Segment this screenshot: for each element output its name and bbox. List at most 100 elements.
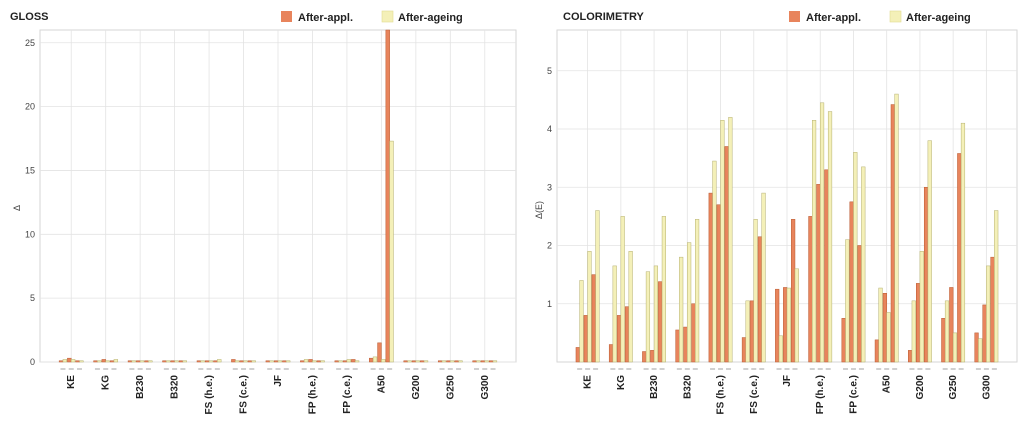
bar-after-ageing (944, 300, 950, 363)
x-category-label: B230 (135, 375, 146, 399)
bar-after-appl (741, 337, 747, 363)
bar-after-ageing (687, 242, 692, 363)
bar-after-ageing (587, 251, 592, 363)
bar-after-appl (982, 304, 987, 363)
x-category-label: G200 (411, 375, 422, 400)
bar-after-ageing (492, 360, 498, 363)
y-tick-label: 10 (25, 229, 35, 239)
bar-after-ageing (303, 359, 309, 363)
bar-after-ageing (97, 360, 102, 363)
legend: After-appl. After-ageing (789, 10, 971, 24)
bar-after-appl (480, 360, 486, 363)
bar-after-ageing (235, 360, 240, 363)
x-category-label: FS (h.e.) (716, 375, 727, 414)
x-category-label: JF (782, 375, 793, 387)
bar-after-appl (708, 192, 713, 363)
bar-after-appl (109, 360, 115, 363)
bar-after-ageing (853, 152, 858, 363)
bar-after-appl (316, 360, 321, 363)
bar-after-appl (890, 104, 895, 363)
colorimetry-chart: COLORIMETRY After-appl. After-ageing 1 2 3 4 5 Δ… (534, 10, 1018, 414)
legend-swatch-after-ageing (889, 10, 902, 23)
x-category-label: FS (c.e.) (749, 375, 760, 414)
bar-after-appl (351, 359, 356, 363)
gloss-chart: GLOSS After-appl. After-ageing 0 5 10 15 20 25 Δ K… (10, 10, 517, 414)
bar-after-appl (716, 204, 721, 363)
bar-after-ageing (994, 210, 999, 363)
bar-after-appl (583, 315, 588, 363)
bar-after-ageing (894, 93, 899, 363)
bar-after-appl (334, 360, 339, 363)
bar-after-ageing (312, 360, 317, 363)
bar-after-appl (923, 187, 929, 363)
bar-after-appl (591, 274, 596, 363)
bar-after-ageing (960, 122, 966, 363)
bar-after-ageing (661, 216, 666, 363)
bar-after-appl (658, 281, 663, 363)
bar-after-appl (196, 360, 202, 363)
bar-after-ageing (695, 219, 700, 363)
y-tick-label: 15 (25, 165, 35, 175)
y-tick-label: 3 (547, 182, 552, 192)
bar-after-appl (824, 169, 829, 363)
bar-after-appl (608, 344, 614, 363)
y-tick-label: 25 (25, 38, 35, 48)
chart-title: COLORIMETRY (563, 11, 645, 23)
bar-after-appl (446, 360, 451, 363)
bar-after-ageing (653, 265, 658, 363)
bar-after-ageing (794, 268, 799, 363)
bar-after-appl (58, 360, 64, 363)
legend-swatch-after-appl (789, 11, 800, 22)
bar-after-ageing (745, 300, 750, 363)
bar-after-ageing (679, 256, 684, 363)
bar-after-appl (342, 360, 348, 363)
bar-after-appl (908, 350, 913, 363)
bar-after-ageing (354, 360, 360, 363)
x-category-label: KG (101, 375, 112, 390)
x-category-label: FP (c.e.) (342, 375, 353, 414)
bar-after-ageing (620, 216, 625, 363)
bar-after-appl (205, 360, 210, 363)
bar-after-appl (454, 360, 459, 363)
bar-after-appl (749, 300, 755, 363)
bar-after-ageing (612, 265, 617, 363)
bar-after-ageing (645, 271, 651, 363)
bar-after-appl (144, 360, 149, 363)
bar-after-ageing (911, 300, 916, 363)
bar-after-ageing (886, 312, 891, 363)
x-category-label: G250 (445, 375, 456, 400)
bar-after-appl (791, 219, 796, 363)
bar-after-ageing (595, 210, 600, 363)
legend: After-appl. After-ageing (281, 10, 463, 24)
bar-after-ageing (476, 360, 481, 363)
bar-after-appl (957, 153, 962, 363)
bar-after-ageing (389, 140, 394, 363)
legend-swatch-after-ageing (381, 10, 394, 23)
bar-after-ageing (62, 359, 68, 363)
y-tick-label: 2 (547, 241, 552, 251)
bar-after-ageing (243, 360, 248, 363)
bar-after-appl (857, 245, 862, 363)
y-tick-label: 1 (547, 299, 552, 309)
bar-after-ageing (251, 360, 256, 363)
bar-after-ageing (338, 360, 343, 363)
bar-after-ageing (986, 265, 991, 363)
bar-after-ageing (720, 120, 725, 363)
bar-after-appl (437, 360, 443, 363)
x-category-label: G300 (981, 375, 992, 400)
bar-after-ageing (407, 360, 412, 363)
bar-after-appl (941, 318, 946, 363)
bar-after-ageing (450, 360, 455, 363)
bar-after-appl (282, 360, 287, 363)
bar-after-ageing (105, 360, 110, 363)
bar-after-appl (488, 360, 494, 363)
bar-after-appl (616, 315, 622, 363)
bar-after-appl (974, 332, 979, 363)
y-tick-label: 0 (30, 357, 35, 367)
bar-after-appl (265, 360, 270, 363)
x-category-label: FP (c.e.) (848, 375, 859, 414)
bar-after-ageing (200, 360, 205, 363)
bar-after-ageing (819, 102, 825, 363)
bar-after-appl (369, 357, 374, 363)
bar-after-appl (247, 360, 253, 363)
